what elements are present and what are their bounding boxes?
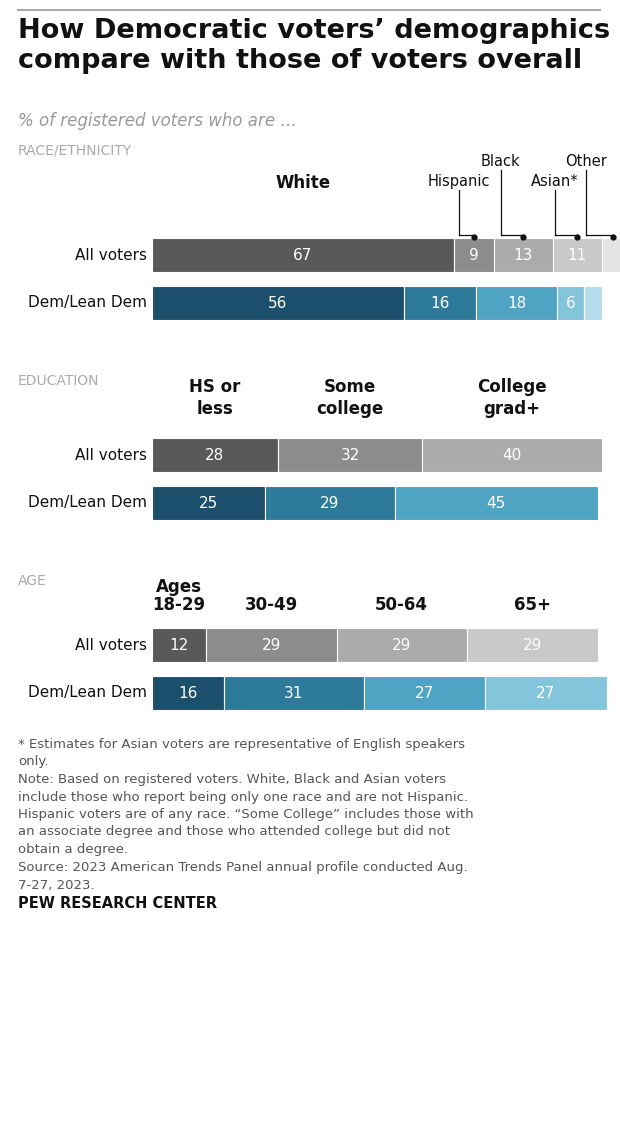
Text: 6: 6	[565, 295, 575, 310]
Text: 27: 27	[415, 685, 434, 701]
Text: 13: 13	[513, 248, 533, 262]
Bar	[337, 628, 467, 662]
Bar	[494, 239, 552, 272]
Text: Source: 2023 American Trends Panel annual profile conducted Aug.
7-27, 2023.: Source: 2023 American Trends Panel annua…	[18, 861, 467, 892]
Bar	[476, 286, 557, 320]
Bar	[602, 239, 620, 272]
Text: 67: 67	[293, 248, 312, 262]
Bar	[422, 438, 602, 471]
Text: 31: 31	[284, 685, 303, 701]
Text: 11: 11	[568, 248, 587, 262]
Text: Dem/Lean Dem: Dem/Lean Dem	[28, 685, 147, 701]
Bar	[152, 676, 224, 710]
Text: White: White	[275, 174, 330, 192]
Bar	[584, 286, 602, 320]
Text: 16: 16	[179, 685, 198, 701]
Bar	[224, 676, 363, 710]
Text: AGE: AGE	[18, 574, 46, 588]
Bar	[404, 286, 476, 320]
Text: 56: 56	[268, 295, 288, 310]
Text: PEW RESEARCH CENTER: PEW RESEARCH CENTER	[18, 896, 217, 911]
Text: All voters: All voters	[75, 248, 147, 262]
Text: HS or
less: HS or less	[189, 378, 241, 418]
Text: 50-64: 50-64	[375, 596, 428, 613]
Text: % of registered voters who are …: % of registered voters who are …	[18, 112, 297, 130]
Bar	[485, 676, 606, 710]
Bar	[152, 239, 453, 272]
Bar	[557, 286, 584, 320]
Text: 65+: 65+	[514, 596, 551, 613]
Text: Ages: Ages	[156, 578, 202, 596]
Bar	[552, 239, 602, 272]
Text: 18-29: 18-29	[153, 596, 206, 613]
Text: 29: 29	[523, 637, 542, 652]
Bar	[467, 628, 598, 662]
Text: 16: 16	[430, 295, 450, 310]
Text: 18: 18	[507, 295, 526, 310]
Text: Note: Based on registered voters. White, Black and Asian voters
include those wh: Note: Based on registered voters. White,…	[18, 772, 474, 857]
Text: 40: 40	[502, 448, 521, 462]
Text: Asian*: Asian*	[531, 174, 578, 189]
Text: Black: Black	[481, 154, 521, 169]
Text: 27: 27	[536, 685, 556, 701]
Bar	[395, 486, 598, 520]
Text: 30-49: 30-49	[245, 596, 298, 613]
Bar	[152, 286, 404, 320]
Text: Dem/Lean Dem: Dem/Lean Dem	[28, 295, 147, 310]
Text: Some
college: Some college	[316, 378, 384, 418]
Text: 29: 29	[392, 637, 412, 652]
Text: 45: 45	[487, 495, 506, 510]
Text: How Democratic voters’ demographics
compare with those of voters overall: How Democratic voters’ demographics comp…	[18, 18, 610, 74]
Text: 9: 9	[469, 248, 479, 262]
Text: College
grad+: College grad+	[477, 378, 547, 418]
Bar	[152, 486, 265, 520]
Text: Dem/Lean Dem: Dem/Lean Dem	[28, 495, 147, 510]
Text: 29: 29	[320, 495, 339, 510]
Bar	[278, 438, 422, 471]
Text: RACE/ETHNICITY: RACE/ETHNICITY	[18, 144, 132, 158]
Text: 28: 28	[205, 448, 224, 462]
Text: Hispanic: Hispanic	[428, 174, 490, 189]
Text: 29: 29	[262, 637, 281, 652]
Text: Other: Other	[565, 154, 607, 169]
Text: 12: 12	[169, 637, 188, 652]
Bar	[152, 628, 206, 662]
Text: * Estimates for Asian voters are representative of English speakers
only.: * Estimates for Asian voters are represe…	[18, 738, 465, 768]
Text: EDUCATION: EDUCATION	[18, 374, 99, 389]
Text: All voters: All voters	[75, 448, 147, 462]
Text: 25: 25	[198, 495, 218, 510]
Text: 32: 32	[340, 448, 360, 462]
Bar	[206, 628, 337, 662]
Bar	[265, 486, 395, 520]
Bar	[152, 438, 278, 471]
Text: All voters: All voters	[75, 637, 147, 652]
Bar	[453, 239, 494, 272]
Bar	[363, 676, 485, 710]
